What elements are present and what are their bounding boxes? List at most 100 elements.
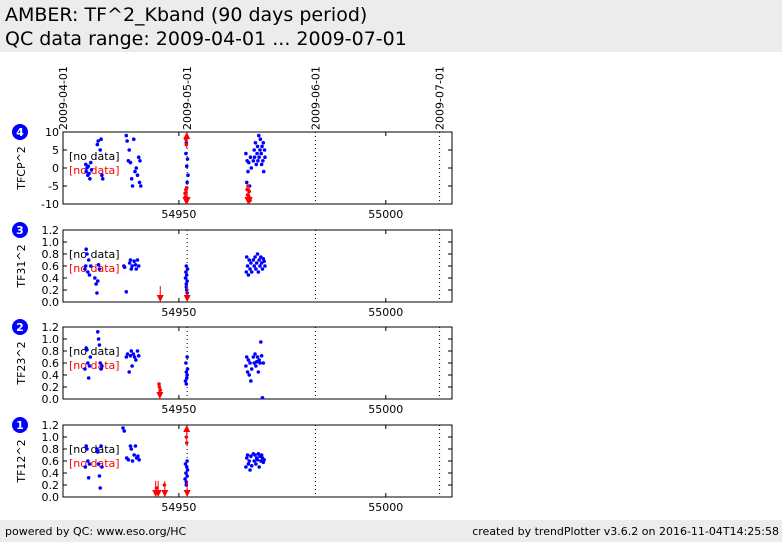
y-tick-label: 0.8: [42, 248, 60, 261]
data-point: [247, 373, 252, 377]
data-point: [246, 358, 251, 362]
data-point: [261, 159, 265, 163]
data-point: [185, 180, 189, 185]
data-point: [121, 426, 125, 430]
data-point: [97, 343, 102, 347]
date-label: 2009-07-01: [434, 66, 447, 130]
data-point: [87, 462, 92, 466]
data-point: [128, 258, 133, 262]
y-tick-label: 0.8: [42, 345, 60, 358]
data-point: [249, 270, 254, 274]
data-point: [88, 264, 93, 268]
data-point: [184, 382, 189, 386]
y-tick-label: 0.0: [42, 393, 60, 406]
data-point: [254, 267, 258, 271]
data-point: [128, 354, 133, 358]
data-point: [257, 358, 261, 362]
data-point: [128, 160, 133, 165]
panel-badge: [12, 319, 28, 335]
data-point: [185, 157, 190, 161]
x-tick-label: 55000: [368, 306, 403, 319]
data-point: [89, 168, 94, 172]
data-point: [87, 273, 92, 277]
data-point: [98, 361, 103, 365]
data-point: [100, 173, 104, 177]
data-point: [127, 261, 132, 265]
data-point: [129, 349, 134, 353]
data-point: [257, 258, 261, 262]
data-point: [245, 264, 250, 268]
data-point: [248, 361, 252, 365]
y-tick-label: 0.2: [42, 479, 60, 492]
data-point: [184, 376, 189, 380]
data-point: [262, 148, 267, 152]
data-point: [254, 261, 259, 265]
data-point: [127, 148, 132, 152]
panel-badge-number: 1: [16, 419, 24, 432]
data-point: [83, 162, 88, 167]
data-point: [184, 465, 189, 469]
data-point: [185, 468, 190, 472]
y-tick-label: -10: [41, 198, 59, 211]
data-point: [249, 379, 253, 383]
data-point: [95, 330, 100, 334]
data-point: [125, 139, 129, 143]
outlier-arrow-head: [183, 197, 191, 204]
data-point: [133, 169, 137, 174]
data-point: [252, 148, 256, 152]
y-axis-label: TF12^2: [15, 439, 28, 483]
data-point: [263, 155, 267, 159]
panel-1: 0.00.20.40.60.81.01.2 54950 55000 TF12^2 1 [n…: [12, 417, 453, 514]
data-point: [135, 349, 140, 353]
data-point: [83, 264, 88, 268]
data-point: [86, 361, 90, 365]
data-point: [259, 453, 264, 457]
data-point: [259, 340, 263, 344]
data-point: [185, 459, 189, 463]
data-point: [253, 255, 257, 259]
y-tick-label: 10: [45, 126, 59, 139]
page-subtitle: QC data range: 2009-04-01 ... 2009-07-01: [5, 28, 407, 50]
data-point: [259, 261, 264, 265]
data-point: [258, 137, 263, 141]
data-point: [183, 477, 187, 481]
x-tick-label: 55000: [368, 403, 403, 416]
outlier-arrow-head: [156, 295, 164, 302]
data-point: [260, 267, 265, 271]
data-point: [136, 264, 141, 268]
data-point: [186, 173, 190, 177]
y-tick-label: 1.0: [42, 236, 60, 249]
data-point: [259, 162, 264, 167]
y-axis-label: TFCP^2: [15, 146, 28, 191]
x-tick-label: 55000: [368, 501, 403, 514]
x-tick-label: 55000: [368, 208, 403, 221]
data-point: [86, 270, 90, 274]
data-point: [100, 177, 105, 181]
footer-created-by: created by trendPlotter v3.6.2 on 2016-1…: [472, 525, 779, 538]
data-point: [254, 360, 259, 364]
data-point: [183, 379, 188, 383]
outlier-arrow-head: [183, 425, 191, 432]
data-point: [257, 465, 261, 469]
data-point: [124, 133, 129, 138]
data-point: [86, 164, 91, 168]
data-point: [256, 133, 261, 138]
outlier-arrow-head: [183, 490, 191, 497]
x-tick-label: 54950: [161, 208, 196, 221]
data-point: [96, 139, 100, 143]
panel-frame: [62, 131, 453, 205]
y-tick-label: 0.6: [42, 357, 60, 370]
data-point: [256, 270, 261, 274]
data-point: [95, 142, 100, 147]
y-tick-label: 0.6: [42, 455, 60, 468]
data-point: [131, 352, 136, 356]
data-point: [185, 474, 189, 478]
data-point: [132, 453, 136, 457]
data-point: [184, 282, 189, 286]
data-point: [129, 267, 134, 271]
data-point: [247, 258, 252, 262]
data-point: [84, 247, 88, 251]
y-tick-label: 0.8: [42, 443, 60, 456]
data-point: [252, 459, 256, 463]
data-point: [184, 264, 189, 268]
